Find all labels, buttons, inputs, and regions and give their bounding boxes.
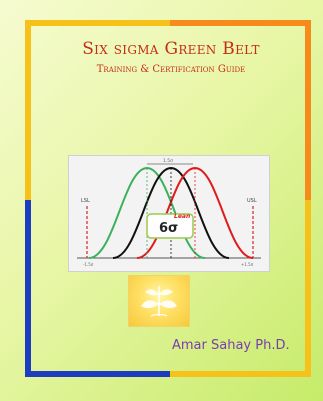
- frame-right-lower-bar: [305, 200, 311, 377]
- book-title: Six sigma Green Belt: [82, 39, 260, 59]
- book-subtitle: Training & Certification Guide: [96, 64, 246, 75]
- lean-label: Lean: [174, 213, 190, 220]
- frame-right-upper-bar: [305, 20, 311, 200]
- frame-top-left-bar: [25, 20, 170, 26]
- frame-left-upper-bar: [25, 20, 31, 200]
- curves-svg: LSL USL 1.5σ -1.5σ +1.5σ 6σ Lean: [69, 156, 269, 271]
- frame-bottom-left-bar: [25, 371, 170, 377]
- frame-top-right-bar: [170, 20, 310, 26]
- frame-bottom-right-bar: [170, 371, 310, 377]
- lsl-label: LSL: [81, 198, 90, 204]
- author-name: Amar Sahay Ph.D.: [172, 338, 290, 353]
- shift-label: 1.5σ: [163, 158, 173, 164]
- normal-distribution-figure: LSL USL 1.5σ -1.5σ +1.5σ 6σ Lean: [68, 155, 270, 272]
- axis-right-label: +1.5σ: [241, 262, 254, 267]
- leaf-emblem-svg: [141, 286, 177, 317]
- six-sigma-label: 6σ: [159, 221, 178, 236]
- frame-left-lower-bar: [25, 200, 31, 377]
- leaf-emblem: [128, 275, 190, 327]
- axis-left-label: -1.5σ: [83, 262, 94, 267]
- usl-label: USL: [247, 198, 257, 204]
- six-sigma-badge: 6σ Lean: [146, 213, 194, 239]
